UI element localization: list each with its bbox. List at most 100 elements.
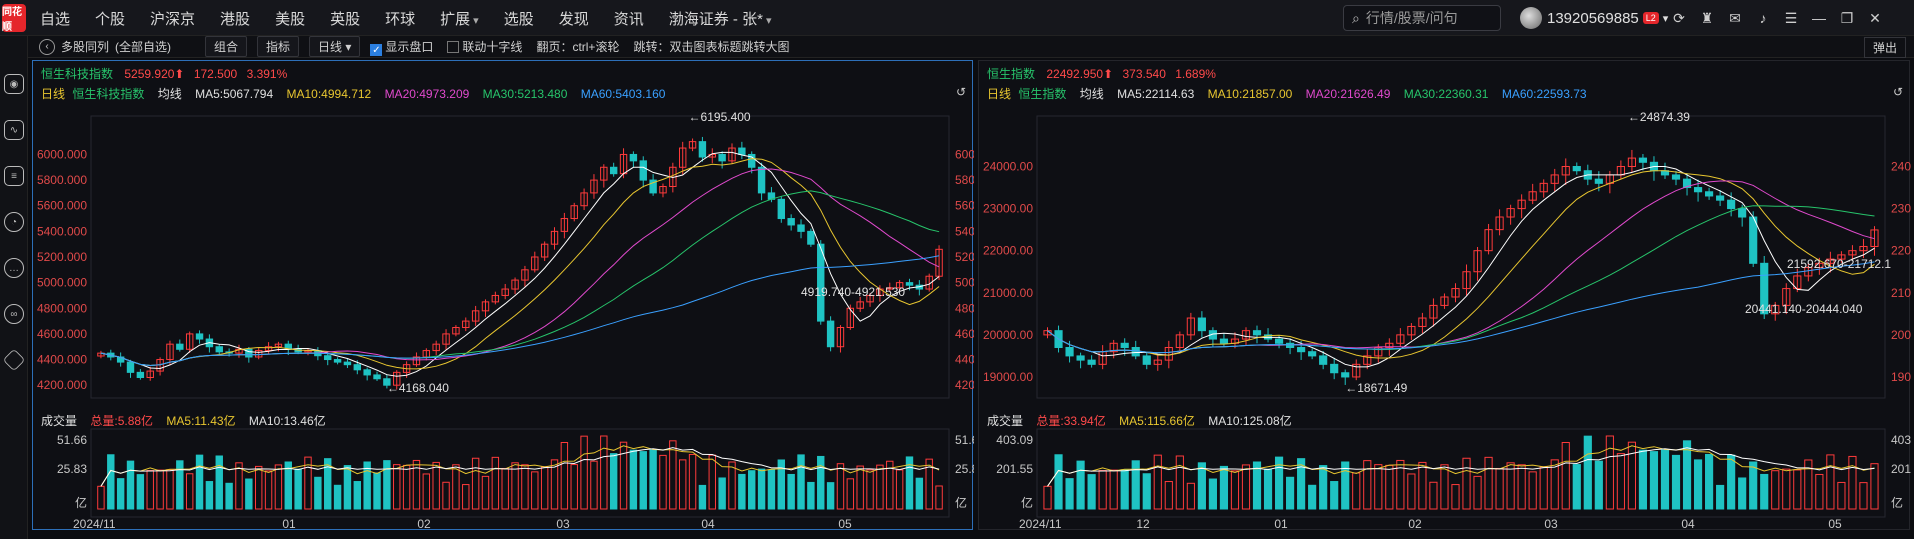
show-panel-toggle[interactable]: ✓ 显示盘口 xyxy=(370,39,434,56)
chart-icon[interactable]: ∿ xyxy=(4,120,24,140)
ma-label[interactable]: 均线 xyxy=(1079,87,1104,101)
volume-bar xyxy=(905,456,914,510)
menu-item-global[interactable]: 环球 xyxy=(385,10,416,28)
menu-item-watchlist[interactable]: 自选 xyxy=(40,10,71,28)
range-annotation: 21592.670-21712.1 xyxy=(1787,257,1891,271)
combo-button[interactable]: 组合 xyxy=(205,36,248,57)
y-tick-label-left: 19000.00 xyxy=(983,370,1033,384)
eject-button[interactable]: 弹出 xyxy=(1863,37,1906,58)
candle-body xyxy=(580,192,588,207)
group-name[interactable]: (全部自选) xyxy=(115,40,172,54)
window-icons: ⟳ ♜ ✉ ♪ ☰ — ❐ ✕ xyxy=(1672,0,1896,36)
y-tick-label-right: 4600.000 xyxy=(955,327,974,341)
panel-header[interactable]: 恒生科技指数 5259.920⬆ 172.500 3.391% xyxy=(41,65,287,82)
menu-item-discover[interactable]: 发现 xyxy=(558,10,589,28)
minimize-icon[interactable]: — xyxy=(1812,10,1826,26)
candle-body xyxy=(215,346,223,353)
candle-body xyxy=(540,243,549,258)
ma5-line xyxy=(100,151,940,377)
menu-item-us[interactable]: 美股 xyxy=(275,10,306,28)
restore-icon[interactable]: ❐ xyxy=(1840,9,1854,26)
menu-item-extend[interactable]: 扩展 xyxy=(440,8,479,29)
volume-bar xyxy=(856,465,864,510)
user-info[interactable]: 13920569885 L2 ▾ xyxy=(1520,0,1668,36)
candle-body xyxy=(718,153,726,162)
index-name[interactable]: 恒生科技指数 xyxy=(41,67,114,81)
volume-bar xyxy=(1385,464,1394,510)
candle-body xyxy=(836,327,845,348)
index-pct: 3.391% xyxy=(246,67,288,81)
gauge-icon[interactable]: ◔ xyxy=(4,212,24,232)
candle-body xyxy=(866,294,874,303)
menu-item-hk[interactable]: 港股 xyxy=(220,10,251,28)
back-icon[interactable]: ‹ xyxy=(39,38,55,55)
volume-bar xyxy=(817,455,825,510)
volume-bar xyxy=(1848,455,1857,510)
period-select[interactable]: 日线 ▾ xyxy=(309,36,361,57)
diamond-icon[interactable] xyxy=(2,348,26,372)
checkbox-icon[interactable] xyxy=(447,41,460,53)
menu-item-uk[interactable]: 英股 xyxy=(330,10,361,28)
period-label[interactable]: 日线 xyxy=(41,87,66,101)
bell-icon[interactable]: ♪ xyxy=(1759,10,1767,26)
y-tick-label-right: 5200.000 xyxy=(955,250,974,264)
menu-item-screener[interactable]: 选股 xyxy=(503,10,534,28)
volume-label[interactable]: 成交量 xyxy=(41,414,78,428)
menu-item-news[interactable]: 资讯 xyxy=(613,10,644,28)
volume-tick-right: 51.66 xyxy=(955,433,974,447)
indicator-button[interactable]: 指标 xyxy=(257,36,300,57)
candle-body xyxy=(1638,157,1648,163)
price-chart[interactable]: 24000.00 24000.00 23000.00 23000.00 22000.00… xyxy=(979,61,1911,531)
candle-body xyxy=(1219,338,1229,344)
chevron-down-icon[interactable]: ▾ xyxy=(1662,12,1669,25)
candle-body xyxy=(393,371,401,386)
volume-bar xyxy=(1374,464,1383,510)
volume-bar xyxy=(156,469,164,510)
avatar[interactable] xyxy=(1520,7,1542,29)
checkbox-checked-icon[interactable]: ✓ xyxy=(370,43,383,56)
period-label[interactable]: 日线 xyxy=(987,87,1012,101)
menu-item-a-share[interactable]: 沪深京 xyxy=(150,10,196,28)
volume-bar xyxy=(1186,482,1195,510)
volume-bar xyxy=(836,463,845,510)
app-logo[interactable]: 同花顺 xyxy=(2,4,26,33)
chat-icon[interactable]: … xyxy=(4,258,24,278)
volume-bar xyxy=(1550,459,1559,510)
candle-body xyxy=(1186,317,1195,336)
panel-header[interactable]: 恒生指数 22492.950⬆ 373.540 1.689% xyxy=(987,65,1216,82)
paging-hint: 翻页：ctrl+滚轮 xyxy=(536,40,620,54)
index-name[interactable]: 恒生指数 xyxy=(987,67,1036,81)
robot-icon[interactable]: ◉ xyxy=(4,74,24,94)
crosshair-toggle[interactable]: 联动十字线 xyxy=(447,38,522,55)
candle-body xyxy=(590,179,598,194)
candle-body xyxy=(1241,330,1251,340)
mail-icon[interactable]: ✉ xyxy=(1729,9,1741,26)
reset-icon[interactable]: ↺ xyxy=(1892,85,1903,99)
candle-body xyxy=(1142,355,1151,365)
volume-bar xyxy=(1660,449,1670,510)
chart-panel-hsi[interactable]: 恒生指数 22492.950⬆ 373.540 1.689% 日线 恒生指数 均… xyxy=(978,60,1911,531)
close-icon[interactable]: ✕ xyxy=(1869,9,1881,26)
search-box[interactable]: ⌕ 行情/股票/问句 xyxy=(1343,5,1501,31)
price-chart[interactable]: 6000.000 6000.000 5800.000 5800.000 5600.000… xyxy=(33,61,974,531)
y-tick-label-left: 4200.000 xyxy=(37,378,87,392)
menu-icon[interactable]: ☰ xyxy=(1784,9,1798,26)
ma10-value: MA10:4994.712 xyxy=(286,87,372,101)
menu-item-broker[interactable]: 渤海证券 - 张* xyxy=(669,8,772,29)
volume-label[interactable]: 成交量 xyxy=(987,414,1024,428)
candle-body xyxy=(1848,250,1857,256)
volume-bar xyxy=(146,470,154,510)
candle-body xyxy=(1815,262,1824,269)
volume-bar xyxy=(1517,464,1526,510)
link-icon[interactable]: ∞ xyxy=(4,304,24,324)
chart-panel-hstech[interactable]: 恒生科技指数 5259.920⬆ 172.500 3.391% 日线 恒生科技指… xyxy=(32,60,974,531)
reset-icon[interactable]: ↺ xyxy=(955,85,966,99)
shirt-icon[interactable]: ♜ xyxy=(1700,9,1714,26)
document-icon[interactable]: ≡ xyxy=(4,166,24,186)
refresh-icon[interactable]: ⟳ xyxy=(1673,9,1685,26)
volume-bar xyxy=(402,464,411,510)
candle-body xyxy=(126,361,135,373)
ma-label[interactable]: 均线 xyxy=(157,87,182,101)
menu-item-stocks[interactable]: 个股 xyxy=(95,10,126,28)
candle-body xyxy=(757,166,766,194)
